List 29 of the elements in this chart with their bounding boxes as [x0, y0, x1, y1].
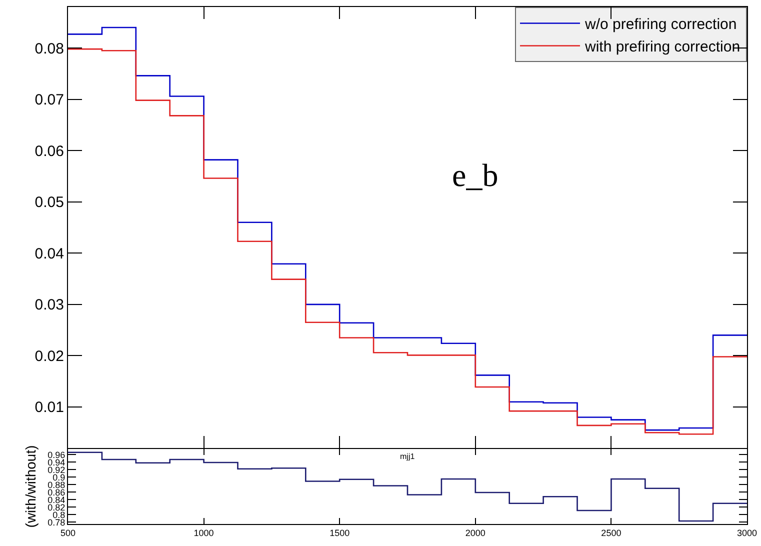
y-tick-label: 0.86	[48, 487, 66, 498]
y-tick-label: 0.82	[48, 502, 66, 512]
x-tick-label: 500	[60, 528, 76, 538]
y-tick-label: 0.92	[48, 464, 66, 475]
x-tick-label: 1500	[330, 528, 350, 538]
y-tick-label: 0.08	[34, 40, 64, 58]
y-tick-label: 0.05	[34, 194, 64, 212]
x-tick-label: 3000	[736, 528, 758, 538]
y-tick-label: 0.8	[52, 510, 66, 520]
y-tick-label: 0.01	[34, 399, 64, 416]
y-tick-label: 0.84	[48, 494, 66, 505]
y-axis-title: (with/without)	[22, 445, 38, 528]
x-tick-label: 1000	[194, 528, 214, 538]
x-tick-label: 2500	[601, 528, 622, 538]
legend-label: with prefiring correction	[584, 38, 740, 56]
x-tick-label: 2000	[465, 528, 486, 538]
y-tick-label: 0.78	[48, 517, 66, 528]
y-tick-label: 0.02	[34, 348, 64, 365]
y-tick-label: 0.04	[34, 245, 64, 262]
y-tick-label: 0.9	[52, 472, 66, 482]
annotation: e_b	[452, 157, 498, 193]
y-tick-label: 0.03	[34, 296, 64, 314]
x-axis-title: mjj1	[400, 452, 416, 461]
y-tick-label: 0.96	[48, 450, 66, 460]
legend-label: w/o prefiring correction	[584, 16, 737, 34]
y-tick-label: 0.06	[34, 142, 64, 160]
y-tick-label: 0.88	[48, 480, 66, 490]
y-tick-label: 0.94	[48, 457, 66, 468]
y-tick-label: 0.07	[34, 92, 64, 109]
